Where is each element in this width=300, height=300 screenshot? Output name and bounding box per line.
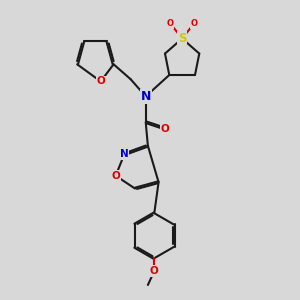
Text: O: O (167, 19, 174, 28)
Text: O: O (150, 266, 159, 276)
Text: N: N (140, 90, 151, 103)
Text: O: O (160, 124, 169, 134)
Text: N: N (120, 149, 129, 159)
Text: O: O (190, 19, 197, 28)
Text: O: O (111, 171, 120, 181)
Text: O: O (96, 76, 105, 86)
Text: S: S (178, 32, 186, 45)
